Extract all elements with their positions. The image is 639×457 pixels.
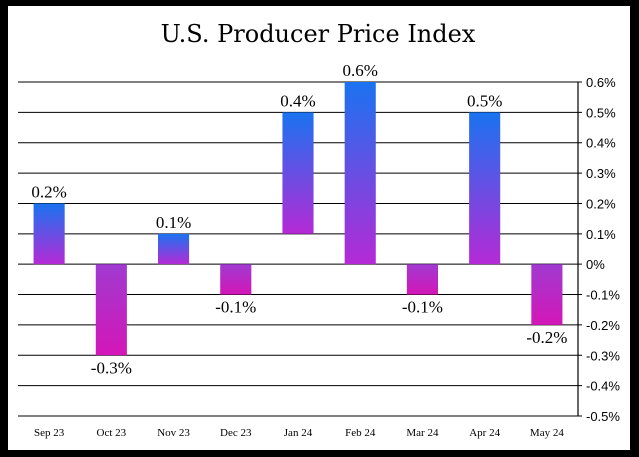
data-label: -0.2% — [526, 328, 567, 347]
y-tick-label: -0.4% — [586, 379, 620, 394]
x-axis-ticks: Sep 23 Oct 23 Nov 23 Dec 23 Jan 24 Feb 24 Mar … — [34, 427, 564, 439]
data-label: 0.2% — [31, 182, 66, 201]
bars — [33, 82, 563, 356]
chart-frame: U.S. Producer Price Index 0.2% -0.3% 0.1% -… — [8, 6, 630, 450]
x-tick-label: Mar 24 — [406, 427, 439, 439]
data-label: 0.4% — [280, 91, 315, 110]
y-tick-label: 0.5% — [586, 105, 616, 120]
bar — [469, 112, 501, 265]
data-label: 0.1% — [156, 213, 191, 232]
y-tick-label: -0.2% — [586, 318, 620, 333]
bar — [95, 264, 127, 356]
y-tick-label: 0.1% — [586, 227, 616, 242]
y-tick-label: 0.4% — [586, 136, 616, 151]
bar — [220, 264, 252, 295]
bar — [158, 233, 190, 265]
y-tick-label: 0% — [586, 257, 605, 272]
y-tick-label: 0.6% — [586, 75, 616, 90]
x-tick-label: Oct 23 — [97, 427, 127, 439]
y-tick-label: -0.3% — [586, 348, 620, 363]
x-tick-label: Dec 23 — [220, 427, 252, 439]
x-tick-label: Sep 23 — [34, 427, 65, 439]
y-axis-ticks: 0.6% 0.5% 0.4% 0.3% 0.2% 0.1% 0% -0.1% -0.2% -0.3… — [586, 75, 620, 424]
bar — [33, 203, 65, 265]
x-tick-label: Apr 24 — [469, 427, 500, 439]
y-tick-label: -0.5% — [586, 409, 620, 424]
bar — [406, 264, 438, 295]
bar — [531, 264, 563, 325]
x-tick-label: Jan 24 — [284, 427, 313, 439]
data-label: 0.5% — [467, 91, 502, 110]
data-label: -0.3% — [91, 358, 132, 377]
bar — [282, 112, 314, 234]
y-tick-label: 0.2% — [586, 196, 616, 211]
x-tick-label: Nov 23 — [157, 427, 190, 439]
data-label: 0.6% — [343, 61, 378, 80]
data-label: -0.1% — [215, 298, 256, 317]
x-tick-label: Feb 24 — [345, 427, 376, 439]
data-labels: 0.2% -0.3% 0.1% -0.1% 0.4% 0.6% -0.1% 0.5% -0.2% — [31, 61, 567, 377]
y-tick-label: -0.1% — [586, 288, 620, 303]
data-label: -0.1% — [402, 298, 443, 317]
bar — [344, 82, 376, 265]
x-tick-label: May 24 — [530, 427, 564, 439]
chart-title: U.S. Producer Price Index — [161, 20, 476, 48]
bar-chart: U.S. Producer Price Index 0.2% -0.3% 0.1% -… — [18, 20, 620, 439]
y-tick-label: 0.3% — [586, 166, 616, 181]
